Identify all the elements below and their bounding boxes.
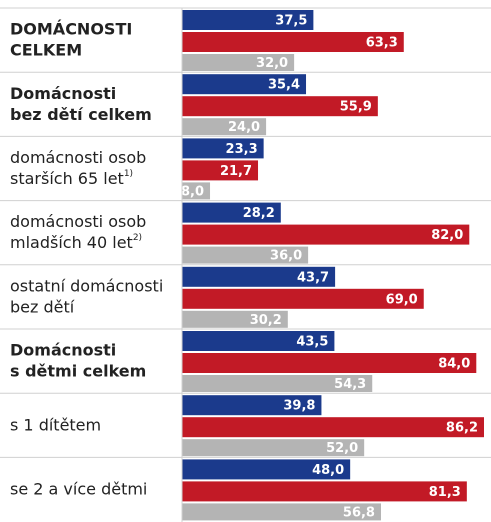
value-label: 36,0 [270, 249, 302, 264]
category-line: se 2 a více dětmi [10, 479, 147, 498]
category-line: domácnosti osob [10, 148, 146, 167]
value-label: 56,8 [343, 505, 375, 520]
value-label: 86,2 [446, 421, 478, 436]
value-label: 32,0 [256, 56, 288, 71]
footnote-mark: 1) [124, 169, 133, 179]
bar [182, 353, 477, 373]
value-label: 81,3 [429, 485, 461, 500]
category-label: s dětmi celkem [10, 361, 146, 380]
value-label: 43,7 [297, 270, 329, 285]
category-label: Domácnosti [10, 83, 116, 102]
category-line: Domácnosti [10, 340, 116, 359]
bar [182, 96, 378, 117]
category-label: DOMÁCNOSTI [10, 19, 132, 38]
category-line: starších 65 let [10, 169, 124, 188]
bar [182, 32, 404, 52]
category-label: ostatní domácnosti [10, 276, 163, 295]
bar [182, 481, 467, 502]
bar [182, 118, 267, 136]
category-label: s 1 dítětem [10, 415, 101, 434]
value-label: 48,0 [312, 463, 344, 478]
category-label: domácnosti osob [10, 148, 146, 167]
bar [182, 74, 307, 95]
category-line: DOMÁCNOSTI [10, 19, 132, 38]
category-line: mladších 40 let [10, 233, 133, 252]
value-label: 24,0 [228, 120, 260, 135]
value-label: 37,5 [275, 14, 307, 29]
bar [182, 160, 259, 181]
value-label: 52,0 [326, 441, 358, 456]
value-label: 69,0 [386, 292, 418, 307]
value-label: 84,0 [438, 357, 470, 372]
bar [182, 202, 281, 223]
bar [182, 246, 309, 264]
category-label: bez dětí celkem [10, 104, 152, 123]
bar [182, 417, 484, 438]
category-label: CELKEM [10, 40, 82, 59]
value-label: 28,2 [243, 206, 275, 221]
bar [182, 375, 373, 392]
bar [182, 459, 351, 480]
category-line: CELKEM [10, 40, 82, 59]
category-label: mladších 40 let2) [10, 233, 142, 252]
value-label: 63,3 [366, 36, 398, 51]
category-label: starších 65 let1) [10, 169, 133, 188]
bar [182, 266, 336, 287]
value-label: 21,7 [220, 164, 252, 179]
value-label: 39,8 [283, 399, 315, 414]
bar [182, 439, 365, 457]
category-label: se 2 a více dětmi [10, 479, 147, 498]
category-line: ostatní domácnosti [10, 276, 163, 295]
bar [182, 182, 211, 200]
category-line: bez dětí celkem [10, 104, 152, 123]
bar [182, 310, 288, 328]
category-line: s dětmi celkem [10, 361, 146, 380]
value-label: 35,4 [268, 78, 300, 93]
category-label: Domácnosti [10, 340, 116, 359]
value-label: 8,0 [181, 184, 204, 199]
category-line: bez dětí [10, 297, 75, 316]
value-label: 30,2 [250, 313, 282, 328]
bar [182, 224, 470, 245]
bar [182, 395, 322, 416]
category-line: s 1 dítětem [10, 415, 101, 434]
bar [182, 54, 295, 71]
value-label: 55,9 [340, 100, 372, 115]
value-label: 43,5 [296, 335, 328, 350]
category-label: domácnosti osob [10, 212, 146, 231]
category-line: domácnosti osob [10, 212, 146, 231]
value-label: 82,0 [431, 228, 463, 243]
value-label: 54,3 [334, 377, 366, 392]
bar [182, 288, 424, 309]
category-line: Domácnosti [10, 83, 116, 102]
footnote-mark: 2) [133, 233, 142, 243]
bar [182, 10, 314, 30]
bar [182, 138, 264, 159]
value-label: 23,3 [226, 142, 258, 157]
bar [182, 331, 335, 351]
bar [182, 503, 381, 521]
category-label: bez dětí [10, 297, 75, 316]
